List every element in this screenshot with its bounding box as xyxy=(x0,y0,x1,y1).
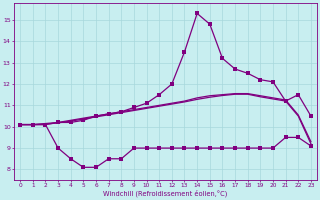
X-axis label: Windchill (Refroidissement éolien,°C): Windchill (Refroidissement éolien,°C) xyxy=(103,190,228,197)
